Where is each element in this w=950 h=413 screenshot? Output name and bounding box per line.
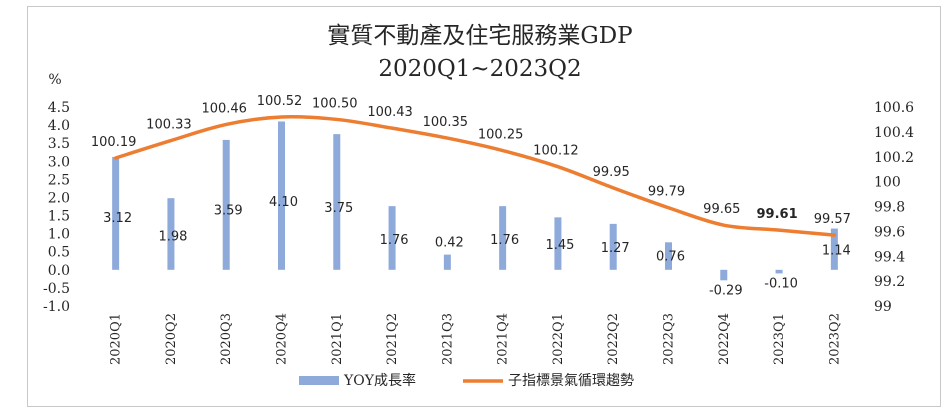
left-tick-label: 2.0 bbox=[48, 190, 70, 206]
bar bbox=[830, 228, 838, 270]
line-data-label: 100.43 bbox=[367, 105, 413, 120]
line-data-label: 99.79 bbox=[648, 185, 685, 200]
x-tick-label: 2021Q4 bbox=[496, 313, 511, 365]
bar bbox=[443, 254, 451, 270]
bar bbox=[720, 269, 728, 281]
bar-data-label: -0.10 bbox=[764, 276, 798, 291]
x-tick-label: 2020Q3 bbox=[219, 313, 234, 365]
bar bbox=[167, 198, 175, 270]
line-data-label: 100.52 bbox=[257, 94, 303, 109]
bar-data-label: 1.76 bbox=[490, 233, 519, 248]
x-tick-label: 2022Q1 bbox=[551, 313, 566, 365]
bar bbox=[554, 217, 562, 270]
bar-data-label: 0.76 bbox=[656, 249, 685, 264]
x-tick-label: 2021Q1 bbox=[330, 313, 345, 365]
bar bbox=[112, 156, 120, 270]
bar-data-labels: 3.12 1.98 3.59 4.10 3.75 1.76 0.42 1.76 1.45 1.27… bbox=[103, 195, 851, 298]
left-tick-label: 4.0 bbox=[48, 118, 70, 134]
left-tick-label: -1.0 bbox=[43, 299, 70, 315]
bar-data-label: 1.27 bbox=[601, 241, 630, 256]
legend: YOY成長率 子指標景氣循環趨勢 bbox=[299, 372, 634, 389]
left-axis: 4.5 4.0 3.5 3.0 2.5 2.0 1.5 1.0 0.5 0.0 -0.5 -1.0 bbox=[43, 100, 70, 315]
right-tick-label: 99.2 bbox=[874, 274, 905, 290]
bar bbox=[609, 223, 617, 270]
left-tick-label: 0.5 bbox=[48, 245, 70, 261]
chart-subtitle: 2020Q1~2023Q2 bbox=[378, 56, 581, 82]
line-data-label: 99.61 bbox=[757, 207, 798, 222]
left-tick-label: 2.5 bbox=[48, 172, 70, 188]
bar-data-label: 3.59 bbox=[214, 203, 243, 218]
left-tick-label: 1.0 bbox=[48, 227, 70, 243]
legend-label-line: 子指標景氣循環趨勢 bbox=[508, 373, 634, 389]
bar-data-label: -0.29 bbox=[709, 283, 743, 298]
right-tick-label: 100.6 bbox=[874, 100, 914, 116]
bar bbox=[499, 206, 507, 270]
bar-data-label: 1.45 bbox=[545, 238, 574, 253]
legend-label-bar: YOY成長率 bbox=[343, 372, 416, 389]
x-tick-label: 2022Q4 bbox=[717, 313, 732, 365]
line-series bbox=[113, 114, 837, 237]
line-data-labels: 100.19 100.33 100.46 100.52 100.50 100.43 100.… bbox=[91, 94, 851, 227]
right-tick-label: 99.4 bbox=[874, 249, 905, 265]
right-tick-label: 100 bbox=[874, 175, 901, 191]
x-tick-label: 2023Q2 bbox=[827, 313, 842, 365]
chart-frame bbox=[27, 6, 941, 407]
x-tick-label: 2020Q2 bbox=[164, 313, 179, 365]
line-data-label: 99.65 bbox=[703, 202, 740, 217]
left-tick-label: 3.0 bbox=[48, 154, 70, 170]
bar bbox=[222, 139, 230, 270]
bar-data-label: 1.98 bbox=[158, 230, 187, 245]
left-tick-label: 1.5 bbox=[48, 209, 70, 225]
right-tick-label: 100.2 bbox=[874, 150, 914, 166]
line-data-label: 100.19 bbox=[91, 135, 137, 150]
line-data-label: 100.50 bbox=[312, 96, 358, 111]
bar bbox=[278, 121, 285, 270]
line-data-label: 100.35 bbox=[423, 115, 469, 130]
x-tick-label: 2022Q3 bbox=[662, 313, 677, 365]
right-tick-label: 100.4 bbox=[874, 125, 914, 141]
bar bbox=[333, 134, 341, 270]
right-axis: 100.6 100.4 100.2 100 99.8 99.6 99.4 99.2 99 bbox=[874, 100, 914, 315]
x-tick-label: 2022Q2 bbox=[606, 313, 621, 365]
x-tick-label: 2021Q2 bbox=[385, 313, 400, 365]
right-tick-label: 99.8 bbox=[874, 200, 905, 216]
bar bbox=[775, 269, 783, 274]
x-axis: 2020Q1 2020Q2 2020Q3 2020Q4 2021Q1 2021Q2 2021… bbox=[109, 313, 843, 365]
x-tick-label: 2023Q1 bbox=[772, 313, 787, 365]
chart-title: 實質不動產及住宅服務業GDP bbox=[327, 23, 632, 49]
bar bbox=[665, 242, 672, 270]
legend-swatch-bar bbox=[299, 376, 339, 385]
bar-data-label: 4.10 bbox=[269, 195, 298, 210]
line-data-label: 100.12 bbox=[533, 144, 579, 159]
x-tick-label: 2021Q3 bbox=[440, 313, 455, 365]
bar-data-label: 3.75 bbox=[324, 201, 353, 216]
bar-data-label: 0.42 bbox=[435, 236, 464, 251]
left-tick-label: 4.5 bbox=[48, 100, 70, 116]
line-data-label: 100.33 bbox=[146, 118, 192, 133]
right-tick-label: 99.6 bbox=[874, 224, 905, 240]
x-tick-label: 2020Q4 bbox=[275, 313, 290, 365]
line-data-label: 99.57 bbox=[814, 212, 851, 227]
line-data-label: 100.46 bbox=[201, 101, 247, 116]
trend-line bbox=[113, 114, 837, 237]
bar-series bbox=[112, 121, 838, 281]
bar bbox=[388, 206, 396, 270]
line-data-label: 99.95 bbox=[593, 165, 630, 180]
bar-data-label: 1.14 bbox=[822, 243, 851, 258]
y-unit-label: % bbox=[48, 72, 61, 88]
left-tick-label: 3.5 bbox=[48, 136, 70, 152]
left-tick-label: 0.0 bbox=[48, 263, 70, 279]
bar-data-label: 1.76 bbox=[380, 233, 409, 248]
right-tick-label: 99 bbox=[874, 299, 892, 315]
bar-data-label: 3.12 bbox=[103, 211, 132, 226]
left-tick-label: -0.5 bbox=[43, 281, 70, 297]
line-data-label: 100.25 bbox=[478, 128, 524, 143]
x-tick-label: 2020Q1 bbox=[109, 313, 124, 365]
